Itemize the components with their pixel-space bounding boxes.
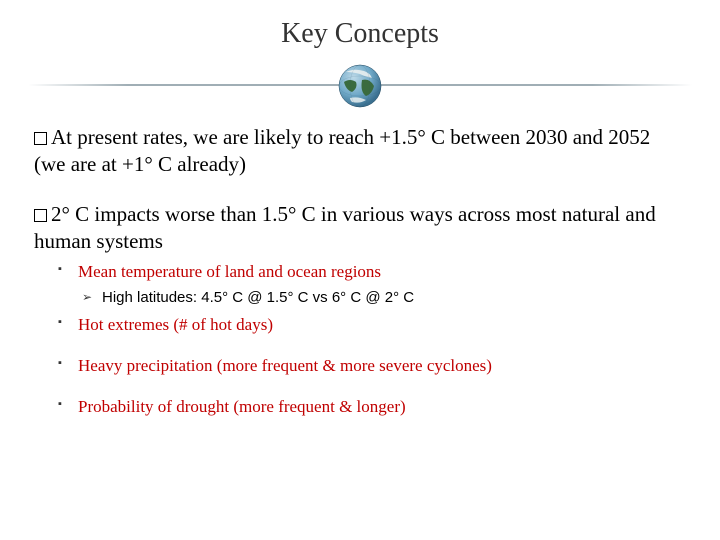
slide-title: Key Concepts <box>28 18 692 50</box>
slide: Key Concepts <box>0 0 720 540</box>
sub-item-2-text: Hot extremes (# of hot days) <box>78 315 273 334</box>
sub-item-hot-extremes: Hot extremes (# of hot days) <box>78 314 686 337</box>
content-area: At present rates, we are likely to reach… <box>28 124 692 419</box>
sub-bullet-list: Mean temperature of land and ocean regio… <box>34 261 686 419</box>
box-bullet-icon <box>34 209 47 222</box>
sub-sub-list: High latitudes: 4.5° C @ 1.5° C vs 6° C … <box>78 288 686 308</box>
bullet-1: At present rates, we are likely to reach… <box>34 124 686 179</box>
globe-icon <box>336 62 384 110</box>
sub-sub-item-latitudes: High latitudes: 4.5° C @ 1.5° C vs 6° C … <box>102 288 686 308</box>
sub-item-mean-temp: Mean temperature of land and ocean regio… <box>78 261 686 308</box>
bullet-2-text: 2° C impacts worse than 1.5° C in variou… <box>34 202 656 253</box>
title-divider <box>28 56 692 116</box>
sub-item-drought: Probability of drought (more frequent & … <box>78 396 686 419</box>
sub-item-precipitation: Heavy precipitation (more frequent & mor… <box>78 355 686 378</box>
sub-item-4-text: Probability of drought (more frequent & … <box>78 397 406 416</box>
bullet-2: 2° C impacts worse than 1.5° C in variou… <box>34 201 686 256</box>
bullet-1-text: At present rates, we are likely to reach… <box>34 125 650 176</box>
sub-item-3-text: Heavy precipitation (more frequent & mor… <box>78 356 492 375</box>
sub-sub-1-text: High latitudes: 4.5° C @ 1.5° C vs 6° C … <box>102 289 414 306</box>
sub-item-1-text: Mean temperature of land and ocean regio… <box>78 262 381 281</box>
box-bullet-icon <box>34 132 47 145</box>
